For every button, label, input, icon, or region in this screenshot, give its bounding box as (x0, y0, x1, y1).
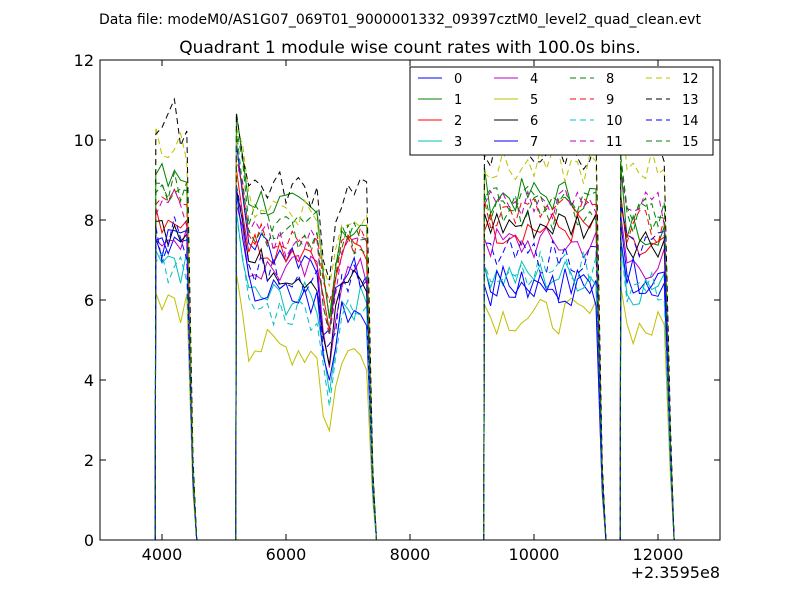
series-line-14 (100, 185, 720, 540)
chart-title: Quadrant 1 module wise count rates with … (179, 38, 640, 58)
legend-label-9: 9 (606, 93, 614, 108)
series-line-10 (100, 215, 720, 540)
y-tick-label: 10 (74, 131, 94, 150)
legend-label-5: 5 (530, 93, 538, 108)
series-line-5 (100, 273, 720, 540)
legend-label-11: 11 (606, 135, 623, 150)
legend-label-2: 2 (454, 114, 462, 129)
legend-label-7: 7 (530, 135, 538, 150)
legend-label-1: 1 (454, 93, 462, 108)
series-layer (100, 92, 720, 540)
series-line-2 (100, 169, 720, 540)
legend-label-4: 4 (530, 72, 538, 87)
x-tick-label: 6000 (266, 545, 307, 564)
series-line-15 (100, 129, 720, 540)
legend-label-12: 12 (682, 72, 699, 87)
legend-label-3: 3 (454, 135, 462, 150)
y-tick-label: 12 (74, 51, 94, 70)
y-tick-label: 8 (84, 211, 94, 230)
x-tick-label: 8000 (390, 545, 431, 564)
data-file-title: Data file: modeM0/AS1G07_069T01_90000013… (99, 12, 701, 28)
series-line-9 (100, 156, 720, 540)
y-tick-label: 6 (84, 291, 94, 310)
legend-label-8: 8 (606, 72, 614, 87)
legend-label-13: 13 (682, 93, 699, 108)
x-axis-offset-label: +2.3595e8 (631, 563, 720, 582)
series-line-6 (100, 188, 720, 540)
series-line-0 (100, 142, 720, 540)
x-tick-label: 12000 (633, 545, 684, 564)
y-tick-label: 4 (84, 371, 94, 390)
legend-label-6: 6 (530, 114, 538, 129)
legend-label-0: 0 (454, 72, 462, 87)
x-tick-label: 4000 (142, 545, 183, 564)
legend-label-14: 14 (682, 114, 699, 129)
series-line-4 (100, 204, 720, 540)
y-tick-label: 2 (84, 451, 94, 470)
legend-box (409, 66, 714, 156)
series-line-13 (100, 92, 720, 540)
series-line-8 (100, 128, 720, 540)
series-line-7 (100, 191, 720, 540)
legend-label-15: 15 (682, 135, 699, 150)
series-line-11 (100, 163, 720, 540)
x-tick-label: 10000 (509, 545, 560, 564)
y-tick-label: 0 (84, 531, 94, 550)
legend-label-10: 10 (606, 114, 623, 129)
